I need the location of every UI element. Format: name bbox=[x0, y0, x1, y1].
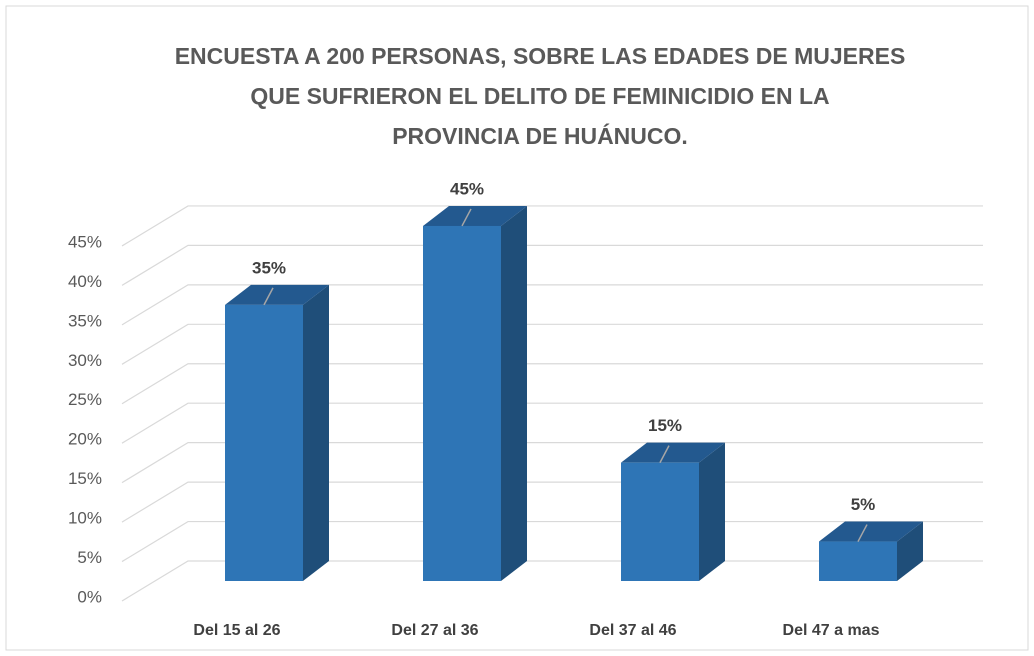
x-tick-label: Del 27 al 36 bbox=[391, 622, 478, 639]
y-tick-label: 30% bbox=[68, 351, 102, 370]
value-label: 45% bbox=[450, 179, 484, 198]
y-tick-label: 10% bbox=[68, 509, 102, 528]
y-tick-label: 35% bbox=[68, 311, 102, 330]
y-tick-label: 40% bbox=[68, 272, 102, 291]
y-tick-label: 5% bbox=[77, 548, 102, 567]
bar-top bbox=[621, 442, 725, 463]
bar bbox=[423, 225, 501, 581]
bar-top bbox=[225, 284, 329, 305]
grid-line bbox=[121, 205, 983, 247]
bar bbox=[621, 462, 699, 581]
y-tick-label: 15% bbox=[68, 469, 102, 488]
chart-title: PROVINCIA DE HUÁNUCO. bbox=[392, 122, 688, 149]
x-tick-label: Del 15 al 26 bbox=[193, 622, 280, 639]
grid-line bbox=[121, 323, 983, 365]
y-tick-label: 25% bbox=[68, 390, 102, 409]
chart-title: ENCUESTA A 200 PERSONAS, SOBRE LAS EDADE… bbox=[175, 43, 906, 69]
bar-side bbox=[897, 521, 923, 581]
y-tick-label: 20% bbox=[68, 430, 102, 449]
y-tick-label: 0% bbox=[77, 587, 102, 606]
leader-line bbox=[263, 287, 274, 306]
bar-side bbox=[501, 205, 527, 581]
bar bbox=[225, 304, 303, 581]
bar-top bbox=[423, 205, 527, 226]
leader-line bbox=[659, 445, 670, 464]
value-label: 35% bbox=[252, 258, 286, 277]
grid-line bbox=[121, 244, 983, 286]
bar-side bbox=[699, 442, 725, 581]
grid-line bbox=[121, 284, 983, 326]
bar-top bbox=[819, 521, 923, 542]
x-tick-label: Del 47 a mas bbox=[783, 622, 880, 639]
y-tick-label: 45% bbox=[68, 232, 102, 251]
bar bbox=[819, 541, 897, 581]
leader-line bbox=[857, 524, 868, 542]
grid-line bbox=[121, 402, 983, 444]
x-tick-label: Del 37 al 46 bbox=[589, 622, 676, 639]
chart-title: QUE SUFRIERON EL DELITO DE FEMINICIDIO E… bbox=[250, 83, 829, 109]
leader-line bbox=[461, 208, 472, 227]
bar-side bbox=[303, 284, 329, 581]
grid-line bbox=[121, 363, 983, 405]
value-label: 5% bbox=[851, 495, 876, 514]
value-label: 15% bbox=[648, 416, 682, 435]
